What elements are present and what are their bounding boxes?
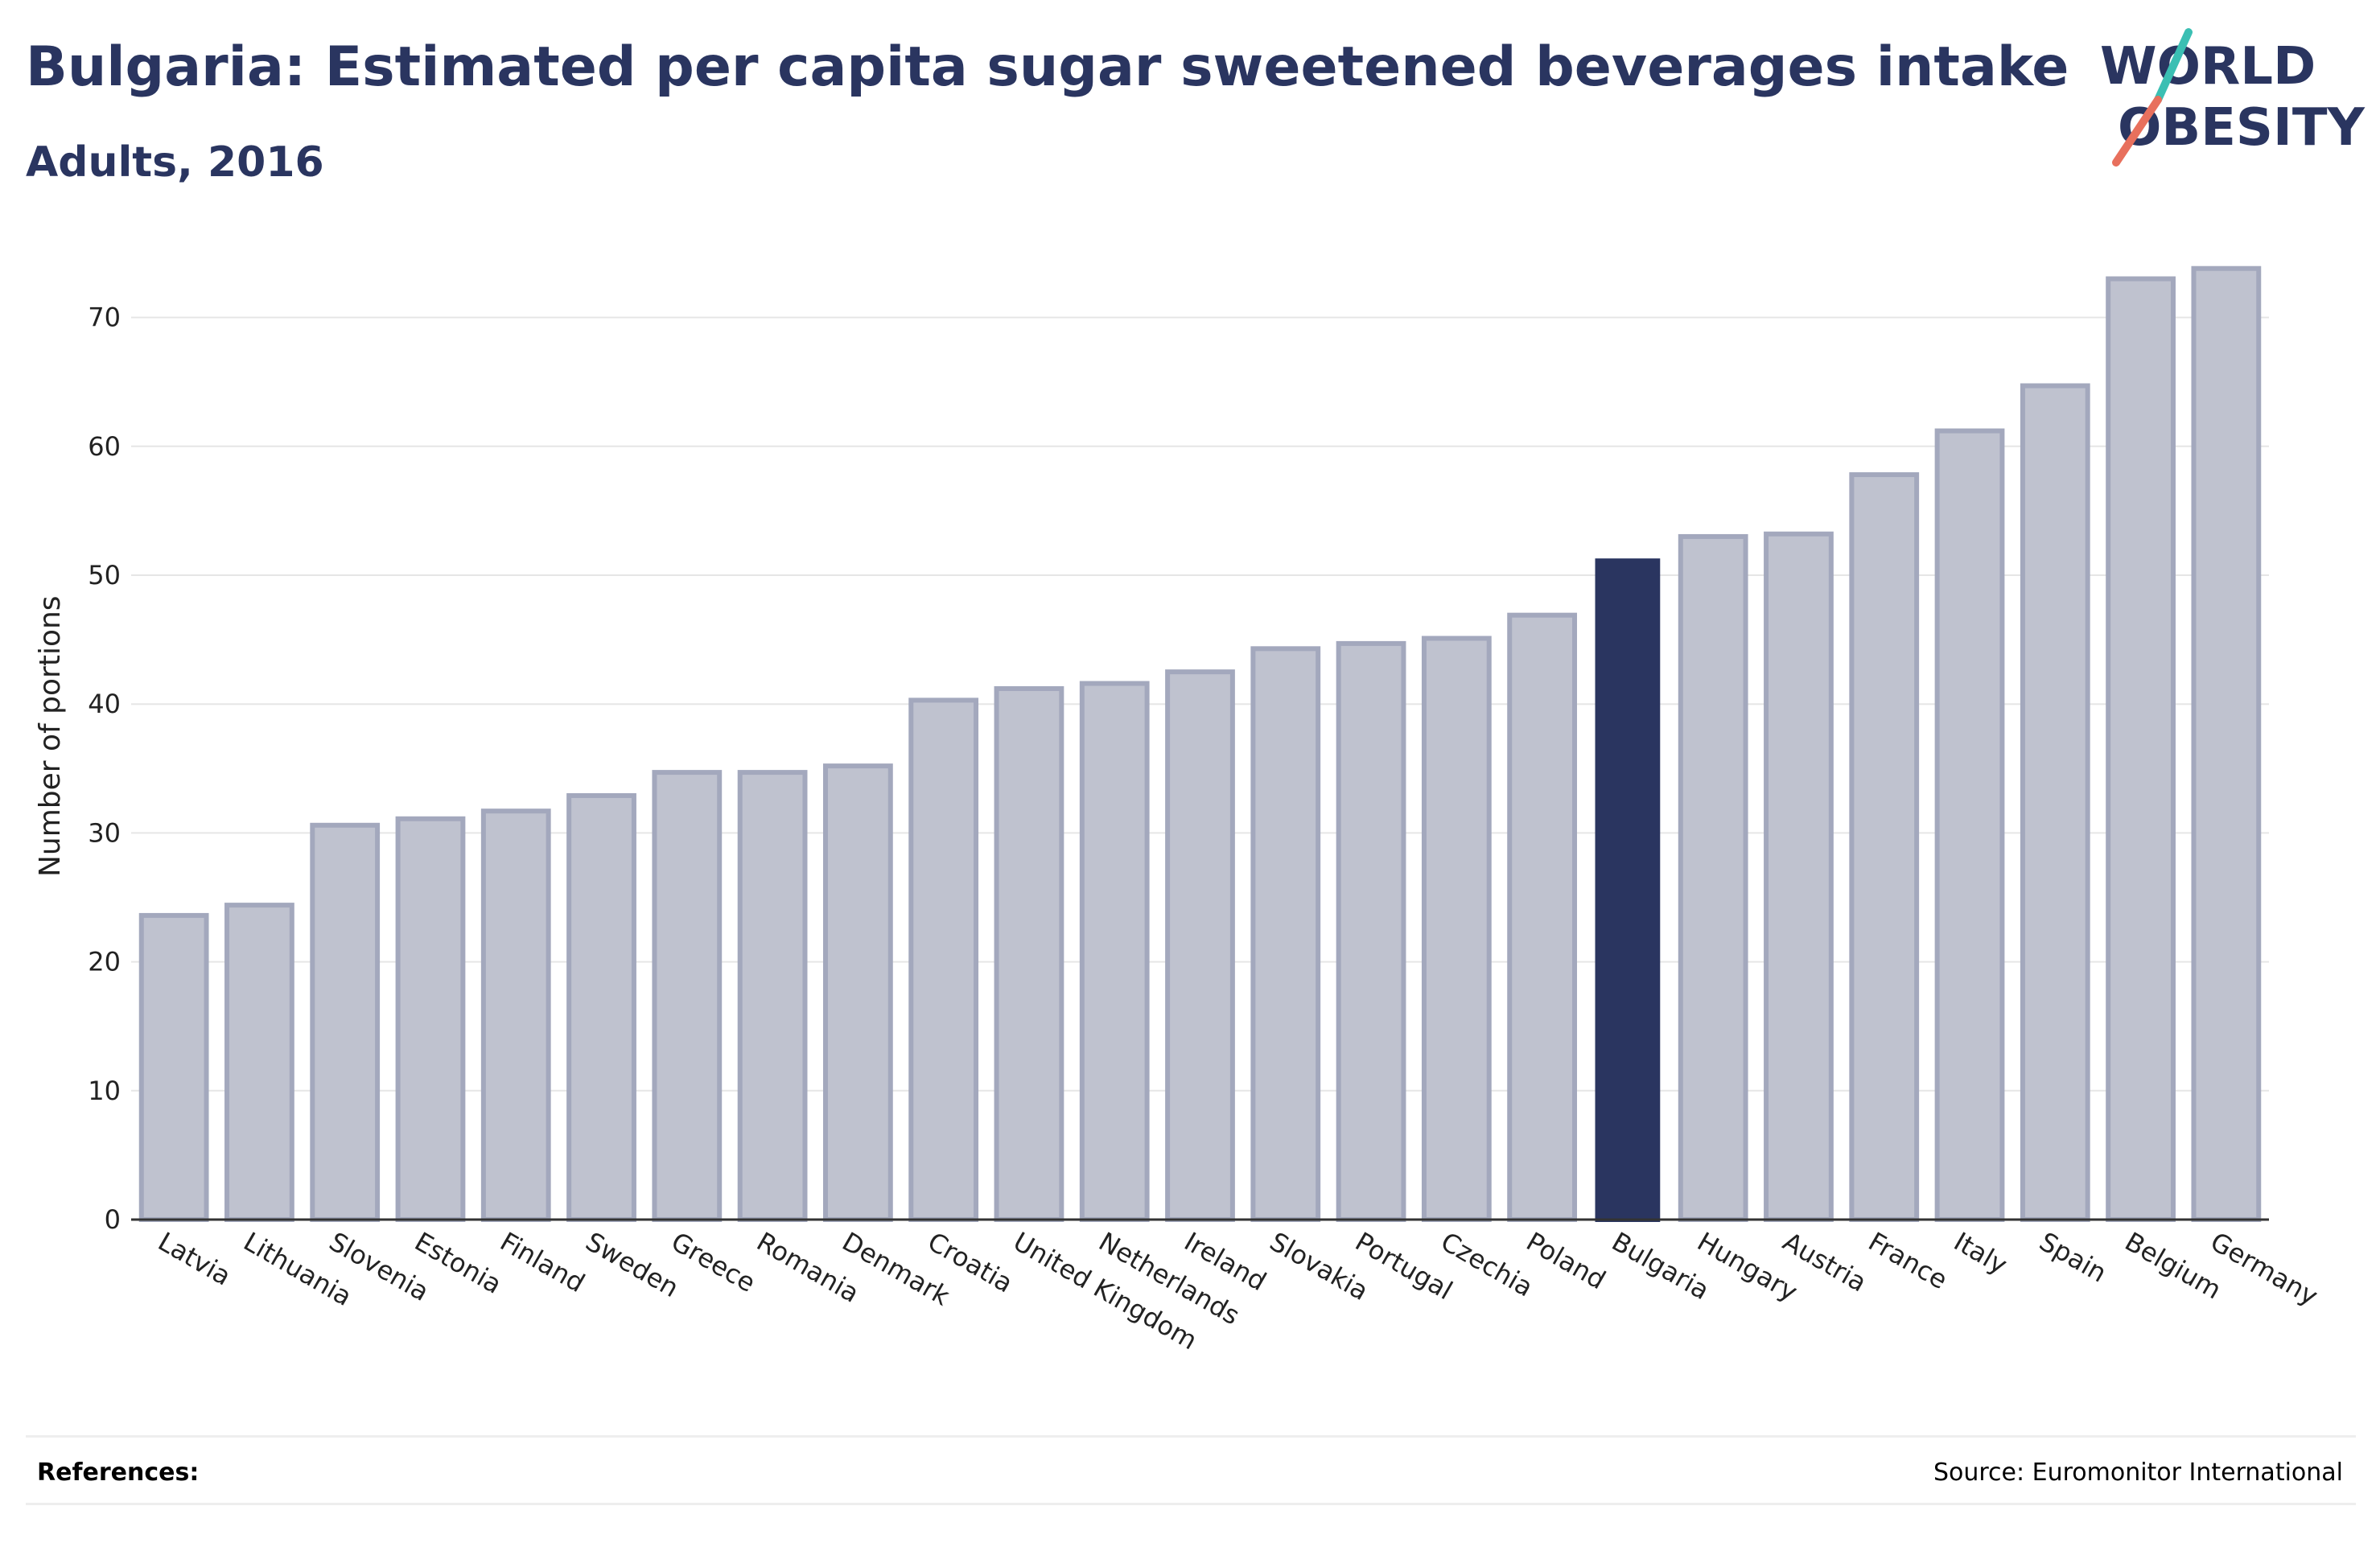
logo-slash-coral xyxy=(2112,96,2162,167)
bar xyxy=(822,763,893,1222)
logo-line2: OBESITY xyxy=(2118,98,2365,158)
bar xyxy=(138,912,209,1222)
bar xyxy=(1165,669,1235,1222)
y-axis-title: Number of portions xyxy=(34,595,67,877)
chart-subtitle: Adults, 2016 xyxy=(26,138,324,187)
x-tick-label: Portugal xyxy=(1350,1226,1458,1306)
y-tick-label: 10 xyxy=(88,1076,121,1106)
x-tick-label: Poland xyxy=(1521,1226,1612,1295)
logo-line1: WORLD xyxy=(2100,37,2316,97)
x-tick-label: Spain xyxy=(2034,1226,2111,1289)
x-tick-label: Germany xyxy=(2205,1226,2323,1311)
bar xyxy=(2106,276,2176,1222)
x-tick-label: Belgium xyxy=(2120,1226,2227,1306)
x-tick-label: Latvia xyxy=(153,1226,236,1292)
y-tick-label: 50 xyxy=(88,560,121,590)
x-tick-label: Italy xyxy=(1949,1226,2012,1281)
bar xyxy=(1336,640,1406,1222)
bar xyxy=(908,697,979,1222)
references-label: References: xyxy=(37,1459,200,1487)
footer-divider-top xyxy=(26,1435,2356,1438)
footer-divider-bottom xyxy=(26,1503,2356,1505)
x-tick-label: Finland xyxy=(495,1226,590,1298)
logo-slash-teal xyxy=(2154,28,2193,104)
bar xyxy=(652,770,723,1222)
bar xyxy=(737,770,808,1222)
x-tick-label: Bulgaria xyxy=(1607,1226,1715,1306)
bar xyxy=(395,816,466,1222)
bar xyxy=(1507,612,1578,1222)
bar-highlight xyxy=(1595,558,1661,1222)
bar xyxy=(994,685,1064,1222)
x-tick-label: Slovakia xyxy=(1265,1226,1373,1306)
bar xyxy=(224,903,294,1223)
bar xyxy=(1764,531,1834,1222)
x-tick-label: Czechia xyxy=(1435,1226,1538,1303)
y-tick-label: 30 xyxy=(88,817,121,848)
bar xyxy=(1250,646,1321,1222)
bar xyxy=(1421,636,1492,1222)
y-tick-label: 40 xyxy=(88,689,121,719)
bar xyxy=(566,792,636,1222)
x-tick-label: France xyxy=(1863,1226,1953,1295)
bar xyxy=(310,822,381,1222)
world-obesity-logo: WORLD OBESITY xyxy=(2100,28,2365,167)
bar xyxy=(480,808,551,1223)
chart-title: Bulgaria: Estimated per capita sugar swe… xyxy=(26,35,2069,99)
bar xyxy=(1934,428,2005,1222)
x-tick-label: Greece xyxy=(666,1226,761,1298)
y-tick-label: 70 xyxy=(88,302,121,333)
bar xyxy=(1678,533,1748,1222)
source-text: Source: Euromonitor International xyxy=(1933,1459,2343,1487)
x-tick-label: Sweden xyxy=(581,1226,685,1303)
y-tick-label: 0 xyxy=(105,1204,121,1235)
bar xyxy=(2020,383,2090,1223)
bar xyxy=(2191,265,2262,1222)
bar xyxy=(1849,472,1920,1222)
bar xyxy=(1079,681,1150,1222)
y-tick-label: 20 xyxy=(88,947,121,977)
y-tick-label: 60 xyxy=(88,431,121,462)
